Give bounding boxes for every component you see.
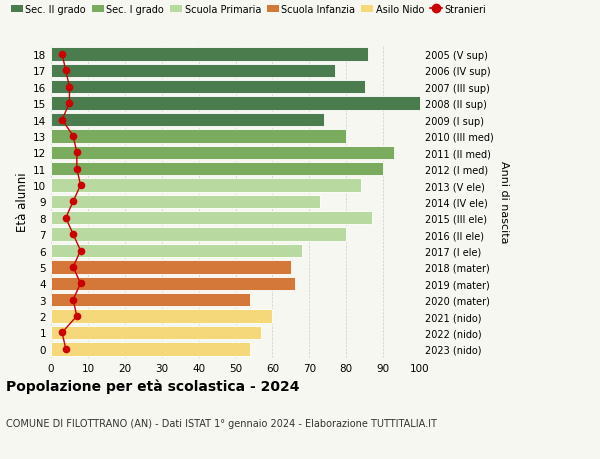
Y-axis label: Anni di nascita: Anni di nascita <box>499 161 509 243</box>
Bar <box>51 326 262 339</box>
Bar <box>51 81 365 94</box>
Bar <box>51 228 346 241</box>
Bar <box>51 179 361 192</box>
Bar <box>51 244 302 257</box>
Y-axis label: Età alunni: Età alunni <box>16 172 29 232</box>
Bar <box>51 146 394 160</box>
Bar <box>51 277 295 291</box>
Bar <box>51 97 420 111</box>
Bar <box>51 212 372 225</box>
Bar <box>51 48 368 62</box>
Bar <box>51 195 320 209</box>
Text: COMUNE DI FILOTTRANO (AN) - Dati ISTAT 1° gennaio 2024 - Elaborazione TUTTITALIA: COMUNE DI FILOTTRANO (AN) - Dati ISTAT 1… <box>6 418 437 428</box>
Bar <box>51 130 346 143</box>
Text: Popolazione per età scolastica - 2024: Popolazione per età scolastica - 2024 <box>6 379 299 393</box>
Bar <box>51 261 291 274</box>
Legend: Sec. II grado, Sec. I grado, Scuola Primaria, Scuola Infanzia, Asilo Nido, Stran: Sec. II grado, Sec. I grado, Scuola Prim… <box>11 5 487 15</box>
Bar <box>51 310 272 323</box>
Bar <box>51 342 250 356</box>
Bar <box>51 293 250 307</box>
Bar <box>51 113 324 127</box>
Bar <box>51 65 335 78</box>
Bar <box>51 162 383 176</box>
